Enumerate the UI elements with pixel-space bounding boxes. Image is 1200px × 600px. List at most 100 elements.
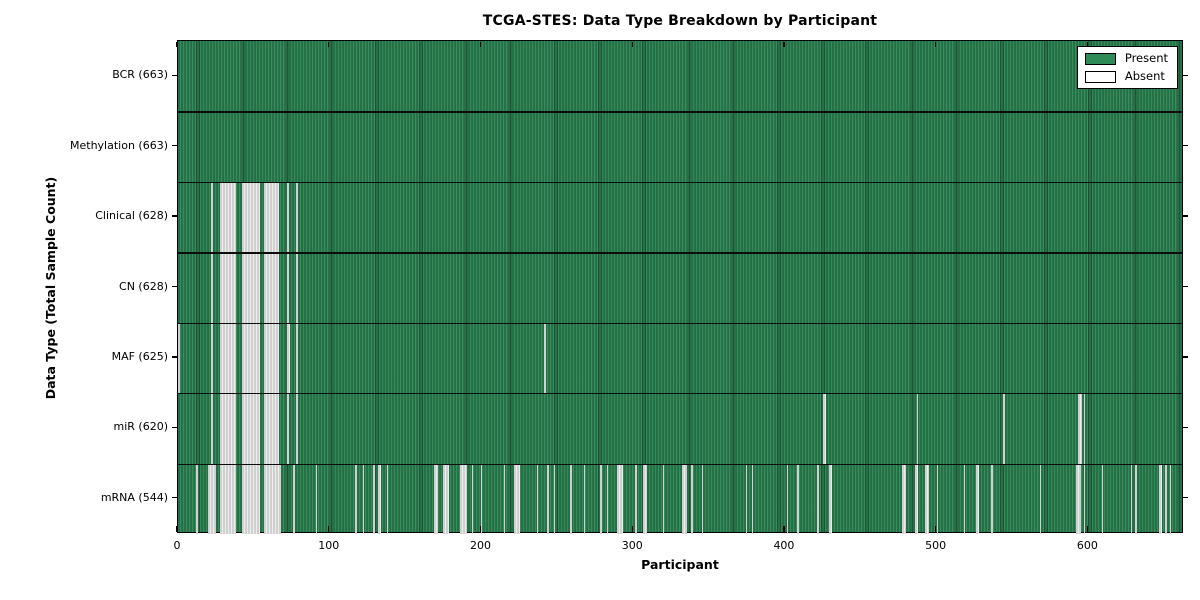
absent-stripe	[963, 463, 966, 534]
row-bcr	[178, 41, 1182, 111]
ytick-label-mrna: mRNA (544)	[100, 490, 168, 504]
xtick-mark-top	[1086, 41, 1089, 47]
ytick-mark-left	[172, 74, 177, 76]
absent-stripe	[264, 393, 280, 464]
absent-stripe	[514, 463, 521, 534]
absent-stripe	[1165, 463, 1167, 534]
absent-stripe	[211, 322, 213, 394]
xtick-mark-bottom	[934, 526, 937, 532]
absent-stripe	[211, 252, 213, 323]
absent-stripe	[377, 463, 381, 534]
absent-stripe	[264, 463, 281, 534]
absent-stripe	[355, 463, 357, 534]
absent-stripe	[220, 252, 236, 323]
chart-title: TCGA-STES: Data Type Breakdown by Partic…	[482, 13, 878, 29]
absent-stripe	[544, 322, 546, 394]
absent-stripe	[211, 393, 213, 464]
ytick-mark-right	[1183, 215, 1188, 217]
xtick-label-400: 400	[773, 539, 795, 552]
ytick-label-maf: MAF (625)	[111, 349, 168, 363]
ytick-mark-right	[1183, 285, 1188, 288]
absent-stripe	[536, 463, 539, 534]
absent-stripe	[991, 463, 993, 534]
absent-stripe	[1077, 393, 1083, 464]
absent-stripe	[1083, 393, 1086, 464]
xtick-mark-bottom	[328, 526, 330, 532]
row-clinical	[178, 181, 1182, 253]
xtick-label-500: 500	[925, 539, 947, 552]
ytick-mark-right	[1183, 426, 1188, 429]
ytick-label-clinical: Clinical (628)	[95, 209, 168, 223]
ytick-mark-left	[172, 145, 177, 147]
row-separator	[178, 181, 1182, 184]
row-separator	[178, 393, 1182, 395]
row-methylation	[178, 111, 1182, 181]
absent-stripe	[901, 463, 907, 534]
absent-stripe	[691, 463, 693, 534]
absent-stripe	[241, 252, 260, 323]
absent-stripe	[924, 463, 930, 534]
absent-stripe	[553, 463, 556, 534]
xtick-mark-top	[479, 41, 482, 47]
absent-stripe	[915, 463, 919, 534]
absent-stripe	[471, 463, 474, 534]
absent-stripe	[287, 393, 289, 464]
absent-stripe	[642, 463, 648, 534]
absent-stripe	[751, 463, 754, 534]
absent-stripe	[220, 463, 236, 534]
absent-stripe	[315, 463, 318, 534]
row-maf	[178, 322, 1182, 394]
row-separator	[178, 252, 1182, 254]
ytick-label-bcr: BCR (663)	[112, 68, 168, 82]
xtick-mark-top	[934, 41, 937, 47]
ytick-mark-right	[1183, 74, 1188, 76]
absent-stripe	[1039, 463, 1042, 534]
ytick-mark-left	[172, 426, 177, 429]
absent-stripe	[264, 252, 280, 323]
row-separator	[178, 463, 1182, 465]
absent-stripe	[635, 463, 637, 534]
absent-stripe	[178, 322, 180, 394]
absent-stripe	[1003, 393, 1005, 464]
absent-stripe	[433, 463, 439, 534]
xtick-label-300: 300	[621, 539, 643, 552]
absent-stripe	[617, 463, 624, 534]
absent-stripe	[293, 463, 295, 534]
ytick-mark-right	[1183, 356, 1188, 358]
xtick-label-600: 600	[1076, 539, 1098, 552]
absent-stripe	[362, 463, 365, 534]
absent-stripe	[241, 393, 260, 464]
absent-stripe	[745, 463, 748, 534]
ytick-mark-left	[172, 356, 177, 358]
absent-stripe	[1130, 463, 1132, 534]
absent-stripe	[606, 463, 609, 534]
absent-stripe	[208, 463, 216, 534]
absent-stripe	[682, 463, 687, 534]
absent-stripe	[220, 181, 236, 253]
ytick-label-cn: CN (628)	[119, 279, 168, 293]
xtick-mark-top	[176, 41, 178, 47]
absent-swatch	[1084, 70, 1116, 83]
absent-stripe	[916, 393, 919, 464]
absent-stripe	[241, 322, 260, 394]
ytick-label-methylation: Methylation (663)	[70, 138, 168, 152]
xtick-label-200: 200	[469, 539, 491, 552]
absent-stripe	[503, 463, 506, 534]
absent-stripe	[443, 463, 450, 534]
absent-stripe	[459, 463, 468, 534]
absent-stripe	[583, 463, 586, 534]
absent-stripe	[817, 463, 819, 534]
absent-stripe	[287, 252, 289, 323]
absent-stripe	[220, 322, 236, 394]
absent-stripe	[786, 463, 789, 534]
xtick-label-100: 100	[318, 539, 340, 552]
absent-stripe	[1075, 463, 1081, 534]
row-mrna	[178, 463, 1182, 534]
absent-stripe	[547, 463, 549, 534]
ytick-mark-left	[172, 215, 177, 217]
absent-stripe	[976, 463, 980, 534]
row-separator	[178, 322, 1182, 324]
xtick-mark-bottom	[479, 526, 482, 532]
absent-stripe	[196, 463, 198, 534]
